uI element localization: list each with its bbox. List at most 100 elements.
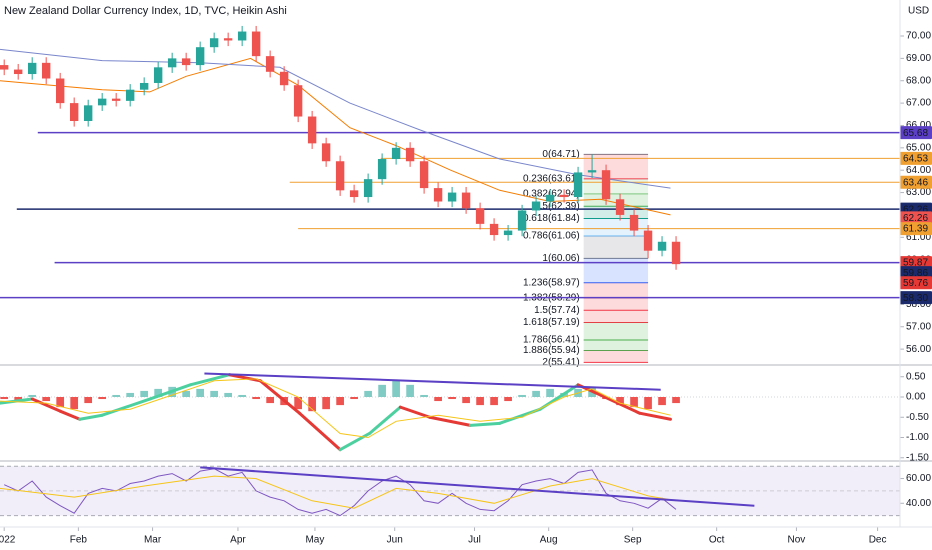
candle-body	[41, 62, 51, 79]
macd-line	[78, 413, 104, 421]
chart-title: New Zealand Dollar Currency Index, 1D, T…	[4, 5, 287, 17]
fib-label: 1(60.06)	[542, 253, 579, 264]
histogram-bar	[56, 397, 65, 408]
y-tick-label: 61.00	[906, 232, 931, 243]
macd-line	[148, 383, 192, 401]
histogram-bar	[434, 397, 442, 402]
candle-body	[573, 172, 583, 198]
macd-line	[468, 421, 502, 427]
price-tag	[900, 175, 932, 189]
price-tag-label: 62.26	[903, 213, 928, 224]
candle-body	[447, 192, 457, 202]
rsi-average	[0, 475, 677, 509]
price-tag	[900, 222, 932, 236]
candle-body	[559, 194, 569, 198]
candle-body	[405, 147, 415, 162]
histogram-bar	[616, 397, 624, 406]
histogram-bar	[154, 388, 163, 397]
candle-body	[55, 78, 65, 104]
candle-body	[391, 147, 401, 160]
histogram-bar	[252, 397, 260, 400]
candle-body	[195, 47, 205, 66]
histogram-bar	[238, 394, 246, 397]
macd-line	[58, 409, 82, 421]
histogram-bar	[42, 397, 51, 402]
histogram-bar	[266, 397, 274, 404]
y-tick-label: 70.00	[906, 31, 931, 42]
candle-body	[293, 85, 303, 117]
candle-body	[69, 103, 79, 121]
price-tag	[900, 291, 932, 305]
fib-band	[583, 218, 649, 236]
histogram-bar	[532, 390, 540, 397]
candle-body	[545, 194, 555, 202]
histogram-bar	[112, 394, 121, 397]
fib-band	[583, 350, 649, 363]
price-tag-label: 61.39	[903, 224, 928, 235]
x-tick-label: Feb	[70, 535, 88, 546]
candle-body	[125, 89, 135, 101]
histogram-bar	[476, 397, 484, 406]
fib-label: 1.236(58.97)	[523, 277, 580, 288]
candle-body	[629, 214, 639, 231]
fib-band	[583, 297, 649, 311]
macd-line	[228, 373, 262, 383]
histogram-bar	[462, 397, 470, 404]
histogram-bar	[420, 394, 428, 397]
x-tick-label: Aug	[540, 535, 558, 546]
histogram-bar	[504, 397, 512, 402]
candle-body	[335, 161, 345, 191]
fib-label: 0.236(63.61)	[523, 174, 580, 185]
rsi-band	[0, 466, 900, 516]
histogram-bar	[140, 390, 149, 397]
x-tick-label: 2022	[0, 535, 16, 546]
histogram-bar	[126, 392, 135, 397]
fib-label: 0.786(61.06)	[523, 231, 580, 242]
y-tick-label: 57.00	[906, 321, 931, 332]
histogram-bar	[84, 397, 93, 404]
candle-body	[643, 230, 653, 251]
histogram-bar	[14, 397, 23, 402]
fib-label: 0(64.71)	[542, 149, 579, 160]
price-tag	[900, 126, 932, 140]
price-tag	[900, 266, 932, 280]
fib-band	[583, 282, 649, 298]
histogram-bar	[28, 394, 37, 397]
y-tick-label: -1.00	[906, 432, 929, 443]
fib-band	[583, 322, 649, 340]
fib-label: 1.618(57.19)	[523, 317, 580, 328]
histogram-bar	[364, 390, 372, 397]
candle-body	[587, 170, 597, 173]
candle-body	[489, 223, 499, 236]
y-tick-label: 67.00	[906, 98, 931, 109]
y-tick-label: 0.00	[906, 392, 926, 403]
x-tick-label: Sep	[624, 535, 642, 546]
candle-body	[279, 71, 289, 86]
price-tag-label: 64.53	[903, 153, 928, 164]
y-tick-label: 63.00	[906, 187, 931, 198]
histogram-bar	[546, 388, 554, 397]
histogram-bar	[210, 390, 219, 397]
macd-line	[100, 397, 152, 417]
histogram-bar	[406, 384, 414, 397]
plot: 2022 Feb Mar Apr May Jun Jul Aug Sep Oct Nov Dec 56.…	[0, 25, 932, 546]
histogram-bar	[658, 397, 666, 406]
candle-body	[167, 58, 177, 68]
candle-body	[181, 58, 191, 66]
candle-body	[111, 98, 121, 101]
candle-body	[671, 241, 681, 265]
price-tag-label: 63.46	[903, 177, 928, 188]
histogram-bar	[448, 397, 456, 400]
fib-label: 0.618(61.84)	[523, 213, 580, 224]
candle-body	[153, 67, 163, 83]
candle-body	[83, 105, 93, 121]
histogram-bar	[336, 397, 344, 406]
x-tick-label: Oct	[709, 535, 725, 546]
y-tick-label: 60.00	[906, 473, 931, 484]
candle-body	[433, 188, 443, 202]
fib-label: 1.886(55.94)	[523, 345, 580, 356]
candle-body	[503, 230, 513, 236]
macd-line	[188, 373, 232, 387]
macd-line	[298, 411, 342, 452]
